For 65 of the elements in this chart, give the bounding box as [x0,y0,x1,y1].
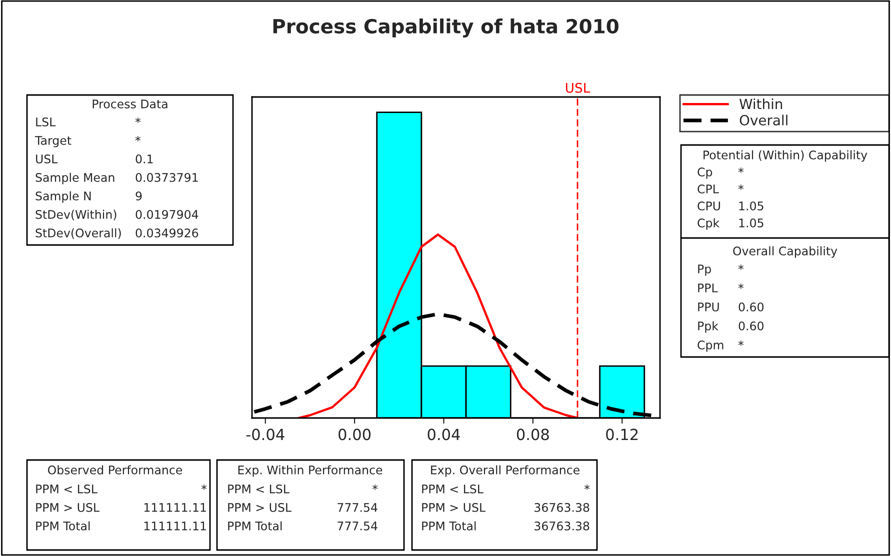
x-tick-label: 0.12 [606,428,638,440]
legend-label: Overall [740,114,788,126]
text: Exp. Overall Performance [431,465,580,477]
text: USL [36,154,58,164]
text: PPM > USL [36,502,100,512]
x-tick-label: -0.04 [246,428,284,440]
text: 111111.11 [144,503,206,512]
text: 111111.11 [144,522,206,530]
text: Cpm [698,340,724,352]
text: 1.05 [739,201,764,210]
text: 36763.38 [534,502,590,512]
text: * [738,184,744,190]
text: * [584,484,590,490]
text: * [372,484,378,490]
x-tick-label: 0.00 [338,428,371,440]
text: 0.60 [738,302,764,312]
text: 0.0349926 [136,228,198,238]
text: 1.05 [739,218,764,228]
text: StDev(Overall) [36,228,121,239]
text: PPM < LSL [422,484,484,494]
text: 9 [136,191,142,200]
text: CPL [698,184,719,194]
text: Cpk [698,218,720,230]
text: * [135,117,141,123]
text: Cp [698,167,712,179]
x-tick-label: 0.04 [428,428,460,440]
text: * [135,136,141,142]
text: Pp [698,264,711,276]
text: PPL [698,284,718,292]
text: 0.60 [738,321,764,330]
text: PPM > USL [422,502,486,512]
text: 0.0197904 [136,210,198,219]
text: PPM Total [422,521,476,530]
text: Exp. Within Performance [238,465,382,477]
text: PPM > USL [228,502,292,512]
text: Overall Capability [733,246,838,258]
legend-label: Within [739,98,782,110]
chart-title: Process Capability of hata 2010 [273,18,618,38]
text: Process Data [92,100,168,108]
text: 36763.38 [534,521,590,530]
text: LSL [36,117,56,126]
text: 0.0373791 [136,172,198,182]
text: PPM < LSL [228,484,290,494]
x-tick-label: 0.08 [516,428,549,440]
text: * [738,283,744,289]
text: PPM Total [228,521,282,530]
text: 777.54 [338,503,378,512]
text: * [738,167,744,173]
text: PPM Total [36,521,90,530]
text: Sample Mean [36,172,114,184]
text: CPU [698,201,720,210]
text: * [738,264,744,270]
ref-line-label: USL [566,82,590,93]
text: * [738,340,744,346]
text: 777.54 [338,522,378,530]
text: PPM < LSL [36,484,98,494]
text: Potential (Within) Capability [704,150,868,162]
text: Ppk [698,321,718,333]
text: Sample N [36,191,91,203]
text: PPU [698,302,719,312]
text: Target [34,136,72,148]
text: 0.1 [136,154,153,164]
text: StDev(Within) [36,210,116,220]
text: * [201,484,207,490]
text: Observed Performance [48,465,182,474]
